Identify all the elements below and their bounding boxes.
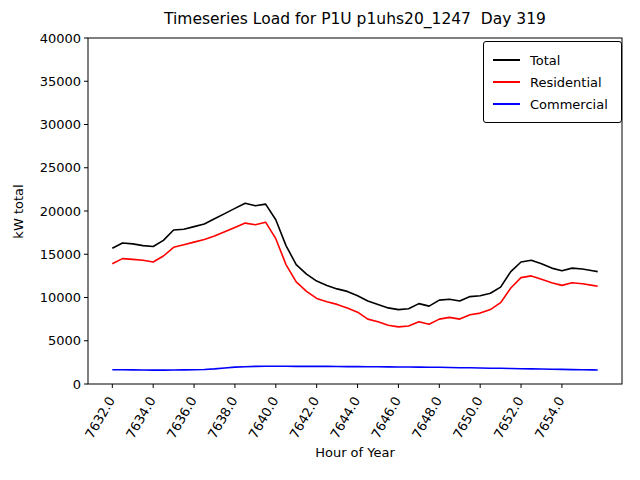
y-axis-label: kW total: [11, 42, 26, 382]
x-tick-label: 7650.0: [450, 394, 486, 441]
legend-label-total: Total: [530, 53, 560, 68]
x-tick-label: 7636.0: [164, 394, 200, 441]
legend-item-commercial: Commercial: [493, 93, 613, 115]
legend-label-commercial: Commercial: [530, 97, 608, 112]
x-tick-label: 7644.0: [327, 394, 363, 441]
x-tick-label: 7640.0: [246, 394, 282, 441]
y-tick-label: 10000: [40, 290, 81, 305]
legend: Total Residential Commercial: [483, 41, 622, 123]
figure-canvas: 0 5000 10000 15000 20000 25000 30000 35000 40000…: [0, 0, 640, 480]
commercial-line-sample-icon: [493, 103, 520, 105]
y-tick-label: 40000: [40, 31, 81, 46]
residential-line-sample-icon: [493, 81, 520, 83]
x-tick-label: 7632.0: [82, 394, 118, 441]
x-tick-label: 7648.0: [409, 394, 445, 441]
legend-label-residential: Residential: [530, 75, 602, 90]
y-tick-label: 30000: [40, 117, 81, 132]
x-axis-label: Hour of Year: [88, 445, 622, 460]
total-line-sample-icon: [493, 59, 520, 61]
x-tick-label: 7634.0: [123, 394, 159, 441]
y-tick-label: 35000: [40, 74, 81, 89]
series-line-residential: [112, 222, 597, 327]
x-tick-label: 7638.0: [205, 394, 241, 441]
legend-item-residential: Residential: [493, 71, 613, 93]
x-tick-label: 7642.0: [287, 394, 323, 441]
x-tick-label: 7646.0: [368, 394, 404, 441]
x-tick-label: 7652.0: [491, 394, 527, 441]
series-line-total: [112, 203, 597, 309]
y-tick-label: 0: [73, 377, 81, 392]
y-tick-label: 20000: [40, 204, 81, 219]
y-tick-label: 5000: [48, 333, 81, 348]
chart-title: Timeseries Load for P1U p1uhs20_1247 Day…: [88, 10, 622, 28]
x-tick-label: 7654.0: [532, 394, 568, 441]
legend-item-total: Total: [493, 49, 613, 71]
y-tick-label: 25000: [40, 160, 81, 175]
y-tick-label: 15000: [40, 247, 81, 262]
series-line-commercial: [112, 366, 597, 370]
